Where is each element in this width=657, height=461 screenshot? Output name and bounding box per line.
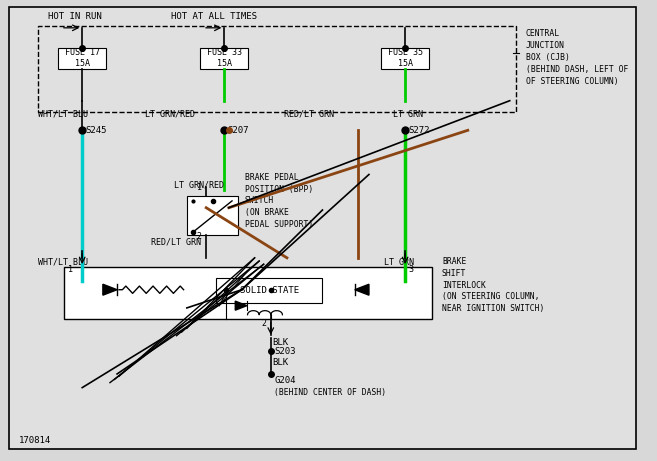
FancyBboxPatch shape	[187, 196, 238, 235]
Text: 170814: 170814	[19, 436, 51, 444]
Text: BRAKE
SHIFT
INTERLOCK
(ON STEERING COLUMN,
NEAR IGNITION SWITCH): BRAKE SHIFT INTERLOCK (ON STEERING COLUM…	[442, 257, 544, 313]
FancyBboxPatch shape	[380, 48, 429, 69]
Text: FUSE 17
15A: FUSE 17 15A	[64, 48, 100, 68]
Text: S272: S272	[409, 126, 430, 135]
Text: 1: 1	[68, 265, 72, 274]
Text: (BEHIND CENTER OF DASH): (BEHIND CENTER OF DASH)	[274, 388, 386, 396]
Text: WHT/LT BLU: WHT/LT BLU	[38, 258, 88, 267]
Text: LT GRN: LT GRN	[394, 110, 424, 119]
FancyBboxPatch shape	[58, 48, 106, 69]
Text: CENTRAL
JUNCTION
BOX (CJB)
(BEHIND DASH, LEFT OF
OF STEERING COLUMN): CENTRAL JUNCTION BOX (CJB) (BEHIND DASH,…	[526, 30, 628, 86]
Text: BRAKE PEDAL
POSITION (BPP)
SWITCH
(ON BRAKE
PEDAL SUPPORT): BRAKE PEDAL POSITION (BPP) SWITCH (ON BR…	[245, 173, 313, 229]
Text: 2: 2	[261, 319, 266, 328]
Text: HOT AT ALL TIMES: HOT AT ALL TIMES	[171, 12, 257, 21]
FancyBboxPatch shape	[216, 278, 323, 303]
Text: SOLID STATE: SOLID STATE	[240, 286, 299, 295]
Text: BLK: BLK	[273, 358, 289, 367]
Text: LT GRN/RED: LT GRN/RED	[145, 110, 195, 119]
Text: RED/LT GRN: RED/LT GRN	[284, 110, 334, 119]
FancyBboxPatch shape	[38, 25, 516, 112]
Text: S207: S207	[227, 126, 249, 135]
Text: 2: 2	[196, 232, 202, 241]
Polygon shape	[103, 284, 117, 295]
Polygon shape	[235, 301, 247, 310]
Text: G204: G204	[274, 376, 296, 385]
FancyBboxPatch shape	[9, 7, 636, 449]
Text: 1: 1	[196, 183, 202, 192]
FancyBboxPatch shape	[64, 267, 432, 319]
Text: BLK: BLK	[273, 337, 289, 347]
FancyBboxPatch shape	[200, 48, 248, 69]
Text: 3: 3	[409, 265, 413, 274]
Text: LT GRN/RED: LT GRN/RED	[174, 180, 224, 189]
Polygon shape	[355, 284, 369, 295]
Text: FUSE 35
15A: FUSE 35 15A	[388, 48, 422, 68]
Text: LT GRN: LT GRN	[384, 258, 414, 267]
Text: S245: S245	[85, 126, 107, 135]
Text: RED/LT GRN: RED/LT GRN	[151, 237, 201, 246]
Text: FUSE 33
15A: FUSE 33 15A	[207, 48, 242, 68]
Text: S203: S203	[274, 347, 296, 356]
Text: WHT/LT BLU: WHT/LT BLU	[38, 110, 88, 119]
Text: HOT IN RUN: HOT IN RUN	[48, 12, 102, 21]
